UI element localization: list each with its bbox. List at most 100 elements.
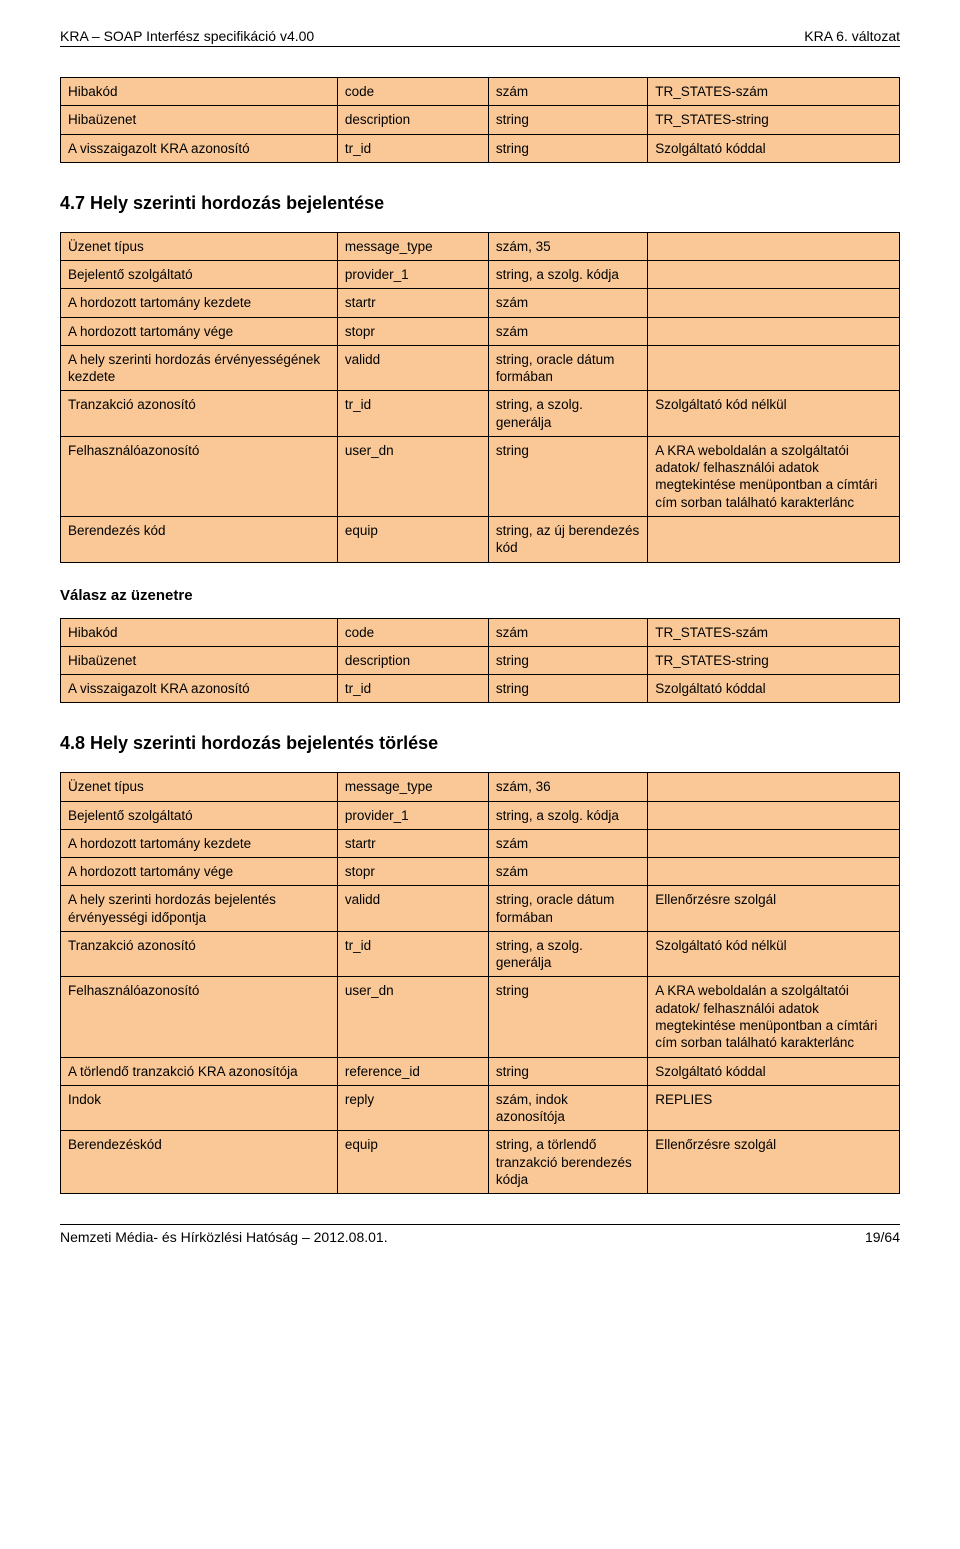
table-cell: Hibakód [61, 618, 338, 646]
table-cell [648, 829, 900, 857]
table-top: HibakódcodeszámTR_STATES-számHibaüzenetd… [60, 77, 900, 163]
table-cell: TR_STATES-szám [648, 618, 900, 646]
table-cell: string, a szolg. kódja [488, 801, 647, 829]
table-cell: reference_id [337, 1057, 488, 1085]
table-cell: Hibaüzenet [61, 106, 338, 134]
table-row: Felhasználóazonosítóuser_dnstringA KRA w… [61, 977, 900, 1057]
header-right: KRA 6. változat [804, 28, 900, 44]
table-cell: A törlendő tranzakció KRA azonosítója [61, 1057, 338, 1085]
table-cell: string [488, 675, 647, 703]
table-row: A hordozott tartomány kezdetestartrszám [61, 829, 900, 857]
table-row: A hely szerinti hordozás bejelentés érvé… [61, 886, 900, 932]
table-48: Üzenet típusmessage_typeszám, 36Bejelent… [60, 772, 900, 1194]
table-47-response-body: HibakódcodeszámTR_STATES-számHibaüzenetd… [61, 618, 900, 703]
table-cell: REPLIES [648, 1085, 900, 1131]
table-cell: szám [488, 618, 647, 646]
table-row: Bejelentő szolgáltatóprovider_1string, a… [61, 261, 900, 289]
table-cell: Berendezéskód [61, 1131, 338, 1194]
table-cell: Üzenet típus [61, 773, 338, 801]
table-cell: TR_STATES-string [648, 106, 900, 134]
table-cell: string [488, 106, 647, 134]
table-row: Üzenet típusmessage_typeszám, 36 [61, 773, 900, 801]
table-cell: A visszaigazolt KRA azonosító [61, 675, 338, 703]
table-row: HibakódcodeszámTR_STATES-szám [61, 78, 900, 106]
footer-left: Nemzeti Média- és Hírközlési Hatóság – 2… [60, 1229, 388, 1245]
table-row: Üzenet típusmessage_typeszám, 35 [61, 232, 900, 260]
table-row: Berendezéskódequipstring, a törlendő tra… [61, 1131, 900, 1194]
table-cell: reply [337, 1085, 488, 1131]
table-cell: description [337, 106, 488, 134]
table-cell: Bejelentő szolgáltató [61, 261, 338, 289]
table-cell: string, az új berendezés kód [488, 516, 647, 562]
table-cell [648, 345, 900, 391]
table-cell: A hely szerinti hordozás érvényességének… [61, 345, 338, 391]
table-row: Tranzakció azonosítótr_idstring, a szolg… [61, 931, 900, 977]
table-cell [648, 773, 900, 801]
table-cell: tr_id [337, 391, 488, 437]
table-cell: validd [337, 886, 488, 932]
table-47: Üzenet típusmessage_typeszám, 35Bejelent… [60, 232, 900, 563]
table-cell: message_type [337, 773, 488, 801]
table-cell: Szolgáltató kóddal [648, 1057, 900, 1085]
table-47-response: HibakódcodeszámTR_STATES-számHibaüzenetd… [60, 618, 900, 704]
page-header: KRA – SOAP Interfész specifikáció v4.00 … [60, 28, 900, 44]
table-cell: validd [337, 345, 488, 391]
table-cell: szám [488, 858, 647, 886]
table-cell: Szolgáltató kód nélkül [648, 391, 900, 437]
table-cell: tr_id [337, 675, 488, 703]
table-cell: Felhasználóazonosító [61, 436, 338, 516]
table-row: A törlendő tranzakció KRA azonosítójaref… [61, 1057, 900, 1085]
table-row: Berendezés kódequipstring, az új berende… [61, 516, 900, 562]
section-48: 4.8 Hely szerinti hordozás bejelentés tö… [60, 733, 900, 1194]
table-top-body: HibakódcodeszámTR_STATES-számHibaüzenetd… [61, 78, 900, 163]
table-cell [648, 516, 900, 562]
table-cell: equip [337, 516, 488, 562]
table-cell: Szolgáltató kóddal [648, 134, 900, 162]
table-cell: string [488, 646, 647, 674]
table-cell: Bejelentő szolgáltató [61, 801, 338, 829]
table-cell: user_dn [337, 977, 488, 1057]
table-cell: string [488, 436, 647, 516]
table-47-body: Üzenet típusmessage_typeszám, 35Bejelent… [61, 232, 900, 562]
table-cell: A KRA weboldalán a szolgáltatói adatok/ … [648, 436, 900, 516]
page-footer: Nemzeti Média- és Hírközlési Hatóság – 2… [60, 1229, 900, 1245]
table-cell: startr [337, 829, 488, 857]
table-cell: A visszaigazolt KRA azonosító [61, 134, 338, 162]
table-cell [648, 289, 900, 317]
table-cell: string, a törlendő tranzakció berendezés… [488, 1131, 647, 1194]
table-cell: string, a szolg. generálja [488, 391, 647, 437]
table-cell: A KRA weboldalán a szolgáltatói adatok/ … [648, 977, 900, 1057]
table-cell: equip [337, 1131, 488, 1194]
table-cell: message_type [337, 232, 488, 260]
table-cell: string [488, 977, 647, 1057]
footer-right: 19/64 [865, 1229, 900, 1245]
table-cell: Berendezés kód [61, 516, 338, 562]
table-cell: string, a szolg. generálja [488, 931, 647, 977]
table-cell: code [337, 618, 488, 646]
table-cell: szám, 36 [488, 773, 647, 801]
table-cell: provider_1 [337, 261, 488, 289]
table-cell: A hely szerinti hordozás bejelentés érvé… [61, 886, 338, 932]
table-cell: tr_id [337, 931, 488, 977]
table-cell: stopr [337, 858, 488, 886]
table-cell: szám [488, 317, 647, 345]
table-row: Felhasználóazonosítóuser_dnstringA KRA w… [61, 436, 900, 516]
table-cell: TR_STATES-string [648, 646, 900, 674]
table-cell: string, oracle dátum formában [488, 345, 647, 391]
table-cell: szám, indok azonosítója [488, 1085, 647, 1131]
table-cell: Hibaüzenet [61, 646, 338, 674]
table-row: HibaüzenetdescriptionstringTR_STATES-str… [61, 646, 900, 674]
table-cell: A hordozott tartomány kezdete [61, 829, 338, 857]
table-row: A hely szerinti hordozás érvényességének… [61, 345, 900, 391]
table-cell: tr_id [337, 134, 488, 162]
header-separator [60, 46, 900, 47]
table-cell: provider_1 [337, 801, 488, 829]
header-left: KRA – SOAP Interfész specifikáció v4.00 [60, 28, 314, 44]
table-cell: code [337, 78, 488, 106]
table-cell: string [488, 134, 647, 162]
table-row: Tranzakció azonosítótr_idstring, a szolg… [61, 391, 900, 437]
table-cell: description [337, 646, 488, 674]
table-cell [648, 232, 900, 260]
table-row: Indokreplyszám, indok azonosítójaREPLIES [61, 1085, 900, 1131]
table-cell [648, 261, 900, 289]
